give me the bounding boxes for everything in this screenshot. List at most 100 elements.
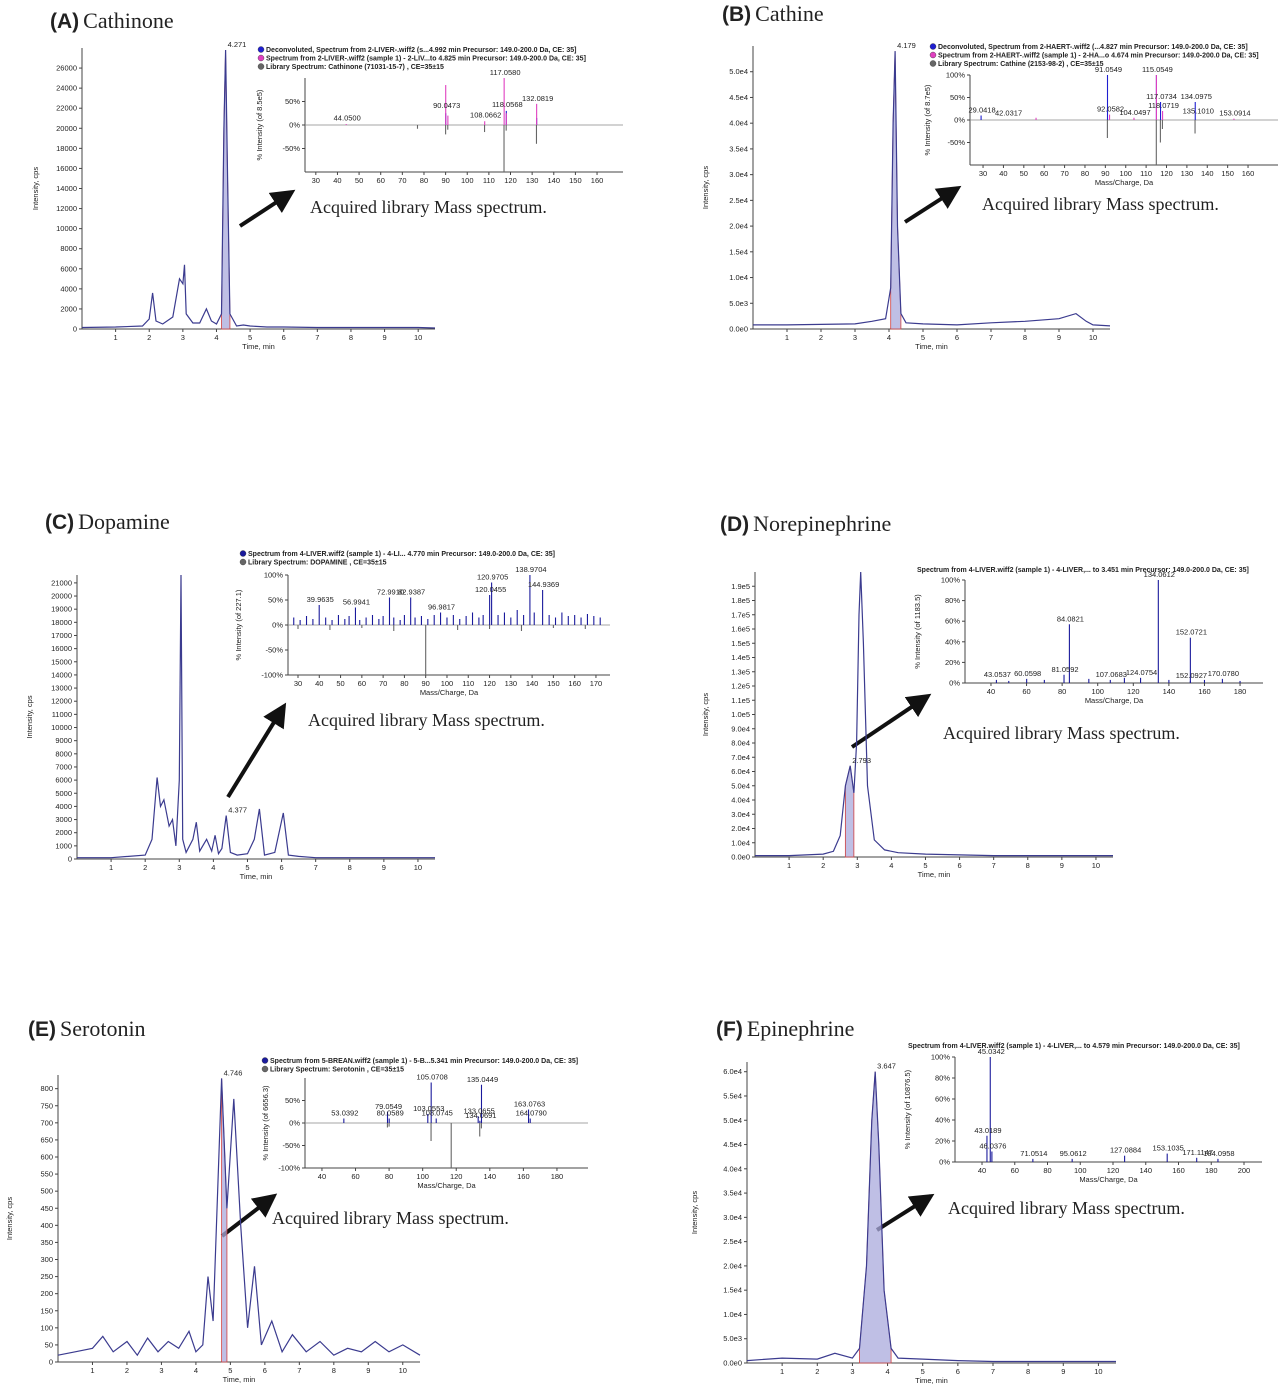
peak-label: 90.0473 <box>433 101 460 110</box>
x-tick-label: 3 <box>177 863 181 872</box>
legend-marker <box>261 1065 269 1073</box>
y-tick-label: 50% <box>950 93 965 102</box>
chromatogram-panel: (F) Epinephrine 0.0e0 5.0e3 1.0e4 1.5e4 2.0e4 2… <box>690 1016 1116 1385</box>
y-tick-label: 4.0e4 <box>723 1164 742 1173</box>
y-tick-label: 400 <box>40 1221 53 1230</box>
y-tick-label: 20000 <box>56 124 77 133</box>
x-axis-label: Time, min <box>240 872 273 881</box>
y-tick-label: 700 <box>40 1118 53 1127</box>
y-tick-label: 2000 <box>60 304 77 313</box>
legend-label: Deconvoluted, Spectrum from 2-LIVER-.wif… <box>266 47 576 54</box>
x-tick-label: 9 <box>382 863 386 872</box>
y-tick-label: 20% <box>935 1137 950 1146</box>
x-tick-label: 5 <box>228 1366 232 1375</box>
x-tick-label: 5 <box>245 863 249 872</box>
panel-label: (E) <box>28 1018 56 1041</box>
legend-marker <box>239 558 247 566</box>
x-tick-label: 3 <box>855 861 859 870</box>
x-tick-label: 150 <box>569 176 582 185</box>
y-tick-label: 18000 <box>51 618 72 627</box>
trace <box>755 571 1113 857</box>
y-tick-label: 16000 <box>56 164 77 173</box>
spectrum-inset: 100% 50% 0% -50% 30 40 50 60 70 80 90 100 110 120 130 1… <box>923 43 1278 214</box>
x-tick-label: 2 <box>821 861 825 870</box>
y-tick-label: 4.5e4 <box>729 93 748 102</box>
y-tick-label: 40% <box>935 1116 950 1125</box>
y-tick-label: 4000 <box>60 284 77 293</box>
x-tick-label: 60 <box>351 1172 359 1181</box>
arrows <box>220 185 962 1238</box>
x-tick-label: 10 <box>1094 1367 1102 1376</box>
y-tick-label: 9000 <box>55 736 72 745</box>
x-tick-label: 120 <box>1107 1166 1120 1175</box>
x-tick-label: 10 <box>1089 333 1097 342</box>
panel-title: (F) Epinephrine <box>716 1016 854 1041</box>
peak-label: 164.0790 <box>516 1109 547 1118</box>
panel-label: (A) <box>50 10 79 33</box>
x-tick-label: 1 <box>785 333 789 342</box>
peak-label: 152.0927 <box>1176 671 1207 680</box>
legend-label: Spectrum from 2-HAERT-.wiff2 (sample 1) … <box>938 53 1259 60</box>
x-tick-label: 2 <box>143 863 147 872</box>
x-tick-label: 120 <box>450 1172 463 1181</box>
peak-label: 134.0691 <box>465 1111 496 1120</box>
y-tick-label: 12000 <box>56 204 77 213</box>
x-tick-label: 200 <box>1238 1166 1251 1175</box>
peak-label: 53.0392 <box>331 1109 358 1118</box>
y-tick-label: 1.9e5 <box>731 582 750 591</box>
x-axis-label: Time, min <box>915 1376 948 1385</box>
y-tick-label: -50% <box>947 138 965 147</box>
y-axis-label: Intensity, cps <box>25 695 34 738</box>
x-axis-label: Mass/Charge, Da <box>1095 178 1154 187</box>
arrow <box>220 1193 278 1238</box>
x-tick-label: 80 <box>420 176 428 185</box>
x-tick-label: 50 <box>1020 169 1028 178</box>
y-tick-label: 2.0e4 <box>731 824 750 833</box>
y-tick-label: 2000 <box>55 828 72 837</box>
peak-label: 95.0612 <box>1060 1149 1087 1158</box>
y-tick-label: 0% <box>289 1119 300 1128</box>
y-tick-label: 3.0e4 <box>723 1213 742 1222</box>
x-tick-label: 5 <box>248 333 252 342</box>
x-tick-label: 6 <box>957 861 961 870</box>
x-tick-label: 100 <box>1091 687 1104 696</box>
legend-label: Library Spectrum: Cathine (2153-98-2) , … <box>938 61 1104 68</box>
x-tick-label: 160 <box>591 176 604 185</box>
peak-label: 103.0553 <box>413 1104 444 1113</box>
legend-label: Library Spectrum: Cathinone (71031-15-7)… <box>266 64 444 71</box>
x-tick-label: 4 <box>889 861 893 870</box>
y-tick-label: -100% <box>261 671 283 680</box>
y-tick-label: 3.5e4 <box>729 144 748 153</box>
x-tick-label: 4 <box>887 333 891 342</box>
peak-label: 144.9369 <box>528 580 559 589</box>
y-tick-label: 1000 <box>55 841 72 850</box>
y-tick-label: 20000 <box>51 592 72 601</box>
arrow <box>903 185 962 224</box>
y-tick-label: 2.0e4 <box>723 1261 742 1270</box>
x-tick-label: 40 <box>333 176 341 185</box>
y-tick-label: 40% <box>945 637 960 646</box>
y-tick-label: 1.5e4 <box>723 1286 742 1295</box>
peak-label: 39.9635 <box>307 595 334 604</box>
y-tick-label: 1.3e5 <box>731 667 750 676</box>
x-tick-label: 9 <box>1060 861 1064 870</box>
trace <box>57 1078 421 1357</box>
peak-label: 84.0821 <box>1057 614 1084 623</box>
x-tick-label: 90 <box>422 679 430 688</box>
y-tick-label: 11000 <box>52 710 72 719</box>
peak-label: 134.0975 <box>1181 92 1212 101</box>
peak-label: 44.0500 <box>334 114 361 123</box>
caption: Acquired library Mass spectrum. <box>308 710 545 730</box>
x-axis-label: Time, min <box>223 1375 256 1384</box>
x-tick-label: 180 <box>1205 1166 1218 1175</box>
peak-label: 117.0580 <box>490 68 521 77</box>
x-tick-label: 150 <box>1221 169 1234 178</box>
peak-label: 153.1035 <box>1153 1144 1184 1153</box>
panel-label: (D) <box>720 513 749 536</box>
y-tick-label: 3000 <box>55 815 72 824</box>
spectrum-inset: 100% 80% 60% 40% 20% 0% 40 60 80 100 120 140 160 180 2… <box>903 1043 1262 1218</box>
y-tick-label: 1.0e5 <box>731 710 750 719</box>
spectrum-inset: 50% 0% -50% 30 40 50 60 70 80 90 100 110 120 130 140 15… <box>255 46 623 217</box>
x-axis-label: Time, min <box>915 342 948 351</box>
x-tick-label: 130 <box>1181 169 1194 178</box>
